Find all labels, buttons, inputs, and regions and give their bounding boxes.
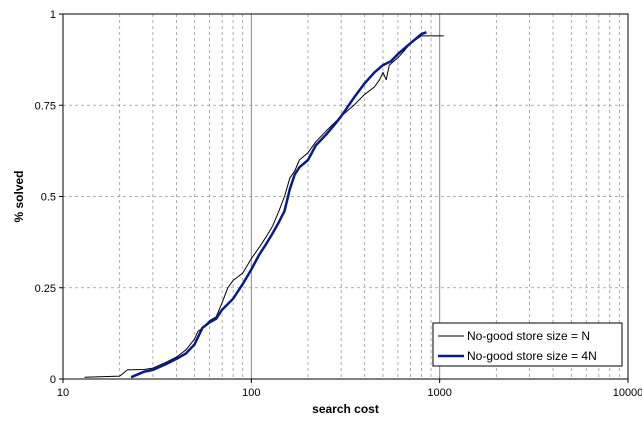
- legend-box: [432, 322, 623, 367]
- legend-label-n: No-good store size = N: [467, 329, 590, 343]
- series-line-0: [84, 35, 444, 378]
- y-tick-label: 0.5: [41, 192, 56, 204]
- x-tick-label: 100: [242, 387, 260, 399]
- axis-ticks: 10 100 1000 10000 0 0.25 0.5 0.75 1: [35, 9, 642, 399]
- x-tick-label: 1000: [427, 387, 451, 399]
- grid: [63, 14, 628, 379]
- y-axis-title: % solved: [12, 170, 26, 222]
- y-tick-label: 1: [50, 9, 56, 21]
- x-tick-label: 10: [57, 387, 69, 399]
- series-lines: [84, 31, 444, 379]
- legend: No-good store size = N No-good store siz…: [432, 322, 623, 367]
- x-axis-title: search cost: [312, 402, 379, 416]
- x-tick-label: 10000: [613, 387, 642, 399]
- legend-label-4n: No-good store size = 4N: [467, 349, 597, 363]
- y-tick-label: 0.75: [35, 100, 56, 112]
- series-line-1: [130, 31, 427, 379]
- y-tick-label: 0: [50, 374, 56, 386]
- y-tick-label: 0.25: [35, 283, 56, 295]
